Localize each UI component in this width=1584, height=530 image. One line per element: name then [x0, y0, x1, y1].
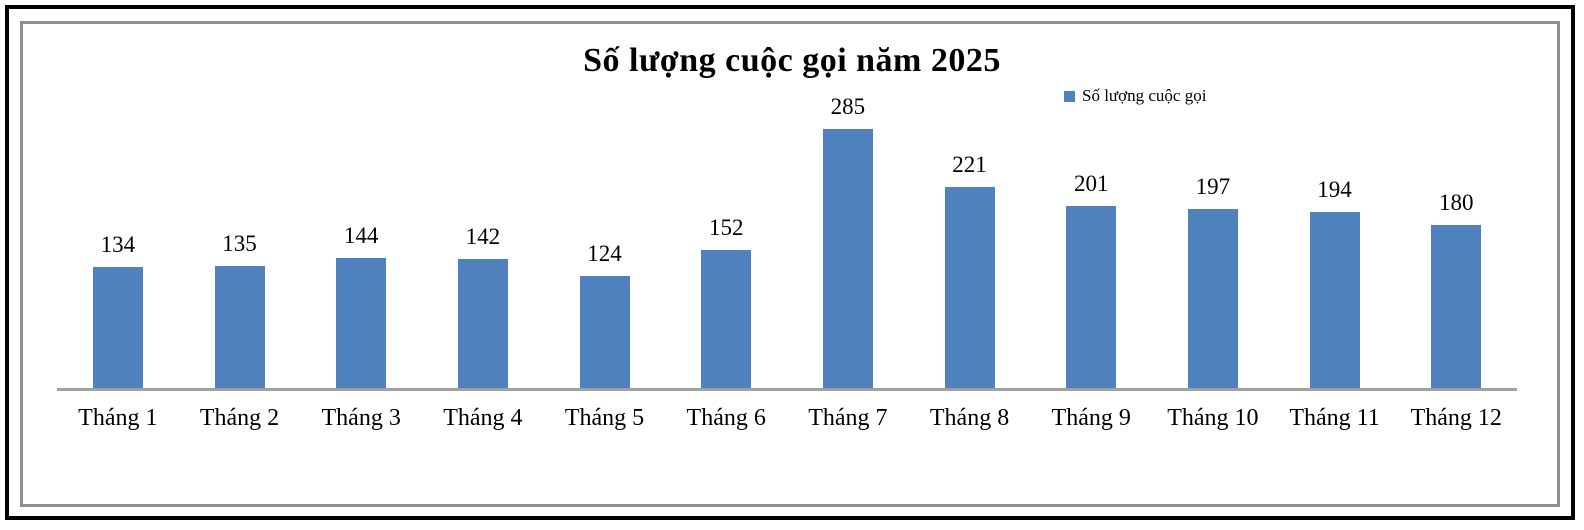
bar-value-label: 197 — [1195, 174, 1231, 199]
bar-column: 197 — [1152, 89, 1274, 389]
bar-value-label: 180 — [1438, 190, 1474, 215]
bar-value-label: 152 — [708, 215, 744, 240]
bar — [336, 258, 387, 389]
bar-column: 152 — [665, 89, 787, 389]
bar-column: 144 — [300, 89, 422, 389]
legend-swatch-icon — [1064, 90, 1075, 102]
x-axis-label: Tháng 9 — [1051, 405, 1131, 431]
x-axis-label: Tháng 8 — [929, 405, 1010, 431]
bar-column: 134 — [57, 89, 179, 389]
x-axis-label: Tháng 7 — [808, 405, 888, 431]
bar — [1066, 206, 1117, 389]
x-axis-label: Tháng 4 — [443, 405, 523, 431]
bar — [1187, 209, 1238, 389]
x-axis-label: Tháng 1 — [78, 405, 158, 431]
bar — [579, 276, 630, 389]
x-axis-labels: Tháng 1 Tháng 2 Tháng 3 Tháng 4 Tháng 5 Tháng… — [57, 405, 1517, 432]
x-axis-label: Tháng 3 — [321, 405, 401, 431]
bar-value-label: 135 — [222, 231, 257, 256]
bar-value-label: 134 — [100, 232, 136, 257]
bar — [701, 250, 752, 389]
x-axis-label: Tháng 12 — [1410, 405, 1502, 431]
legend: Số lượng cuộc gọi — [1064, 86, 1206, 106]
x-axis-label: Tháng 11 — [1289, 405, 1380, 431]
bar-column: 201 — [1030, 89, 1152, 389]
bar-value-label: 124 — [587, 241, 622, 266]
legend-series-label: Số lượng cuộc gọi — [1082, 86, 1207, 105]
bar-value-label: 142 — [465, 224, 501, 249]
outer-border — [5, 5, 1575, 520]
bar-column: 221 — [909, 89, 1031, 389]
bar-column: 285 — [787, 89, 909, 389]
bar-value-label: 221 — [952, 152, 987, 177]
bar — [92, 267, 143, 389]
plot-area: 134 135 144 142 124 152 285 221 201 197 194 180 — [57, 89, 1517, 389]
bar-column: 124 — [544, 89, 666, 389]
bar-value-label: 194 — [1317, 177, 1352, 202]
chart-title: Số lượng cuộc gọi năm 2025 — [583, 42, 1001, 79]
x-axis-label: Tháng 2 — [199, 405, 280, 431]
bar-value-label: 285 — [830, 94, 866, 119]
bar-column: 180 — [1395, 89, 1517, 389]
bar — [1431, 225, 1482, 389]
bar — [1309, 212, 1360, 389]
bar — [214, 266, 265, 389]
bar-value-label: 201 — [1073, 171, 1109, 196]
bar — [457, 259, 508, 389]
bar-column: 142 — [422, 89, 544, 389]
bar-column: 135 — [179, 89, 301, 389]
x-axis-label: Tháng 5 — [564, 405, 645, 431]
chart-area-border — [20, 21, 1560, 507]
bar — [822, 129, 873, 389]
x-axis-label: Tháng 6 — [686, 405, 766, 431]
bar-value-label: 144 — [343, 223, 379, 248]
x-axis-label: Tháng 10 — [1167, 405, 1259, 431]
bar — [944, 187, 995, 389]
bar-column: 194 — [1274, 89, 1396, 389]
x-axis-line — [57, 388, 1517, 391]
